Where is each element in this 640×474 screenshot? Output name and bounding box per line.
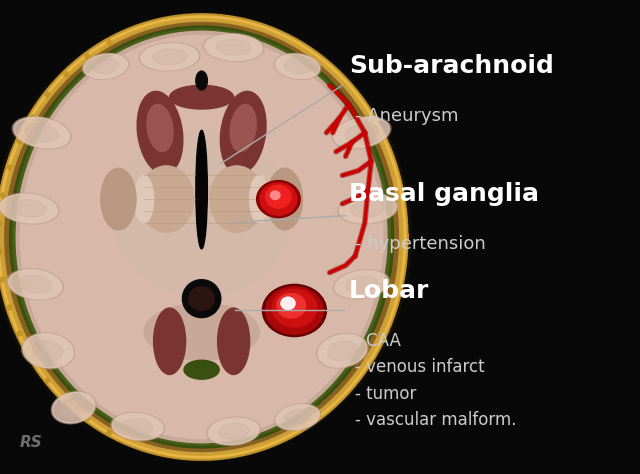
Text: Sub-arachnoid: Sub-arachnoid bbox=[349, 54, 554, 78]
Ellipse shape bbox=[147, 104, 173, 152]
Ellipse shape bbox=[277, 293, 306, 318]
Ellipse shape bbox=[339, 194, 397, 223]
Ellipse shape bbox=[134, 175, 154, 223]
Ellipse shape bbox=[25, 124, 58, 142]
Ellipse shape bbox=[276, 405, 319, 429]
Ellipse shape bbox=[189, 287, 214, 310]
Ellipse shape bbox=[276, 54, 319, 79]
Ellipse shape bbox=[10, 26, 394, 448]
Ellipse shape bbox=[23, 334, 73, 368]
Ellipse shape bbox=[272, 289, 317, 327]
Text: Lobar: Lobar bbox=[349, 279, 429, 303]
Text: - hypertension: - hypertension bbox=[355, 235, 486, 253]
Text: Basal ganglia: Basal ganglia bbox=[349, 182, 539, 206]
Ellipse shape bbox=[144, 303, 259, 360]
Ellipse shape bbox=[284, 59, 311, 73]
Ellipse shape bbox=[220, 91, 266, 174]
Ellipse shape bbox=[0, 13, 412, 461]
Ellipse shape bbox=[262, 284, 326, 337]
Ellipse shape bbox=[318, 334, 367, 367]
Ellipse shape bbox=[8, 270, 62, 299]
Text: RS: RS bbox=[19, 435, 42, 450]
Ellipse shape bbox=[184, 360, 219, 379]
Ellipse shape bbox=[257, 181, 300, 218]
Ellipse shape bbox=[218, 308, 250, 374]
Ellipse shape bbox=[346, 276, 378, 292]
Ellipse shape bbox=[52, 392, 95, 423]
Ellipse shape bbox=[170, 85, 234, 109]
Ellipse shape bbox=[92, 59, 119, 73]
Ellipse shape bbox=[351, 200, 385, 217]
Ellipse shape bbox=[122, 419, 153, 435]
Ellipse shape bbox=[17, 33, 385, 441]
Ellipse shape bbox=[112, 130, 291, 296]
Ellipse shape bbox=[345, 124, 378, 142]
Ellipse shape bbox=[152, 49, 187, 65]
Ellipse shape bbox=[141, 44, 198, 70]
Text: - Aneurysm: - Aneurysm bbox=[355, 107, 459, 125]
Ellipse shape bbox=[230, 104, 256, 152]
Ellipse shape bbox=[333, 118, 390, 148]
Ellipse shape bbox=[282, 298, 294, 309]
Ellipse shape bbox=[270, 191, 280, 200]
Ellipse shape bbox=[250, 175, 269, 223]
Ellipse shape bbox=[266, 185, 291, 208]
Ellipse shape bbox=[328, 341, 357, 361]
Ellipse shape bbox=[13, 29, 390, 445]
Ellipse shape bbox=[101, 168, 136, 230]
Ellipse shape bbox=[266, 287, 323, 334]
Ellipse shape bbox=[335, 271, 388, 298]
Ellipse shape bbox=[182, 280, 221, 318]
Ellipse shape bbox=[61, 399, 86, 417]
Ellipse shape bbox=[112, 413, 163, 440]
Ellipse shape bbox=[218, 423, 249, 439]
Ellipse shape bbox=[210, 166, 264, 232]
Ellipse shape bbox=[285, 410, 310, 425]
Ellipse shape bbox=[12, 200, 46, 217]
Ellipse shape bbox=[154, 308, 186, 374]
Ellipse shape bbox=[208, 418, 259, 445]
Ellipse shape bbox=[84, 54, 127, 79]
Ellipse shape bbox=[33, 340, 63, 361]
Ellipse shape bbox=[196, 130, 207, 249]
Ellipse shape bbox=[140, 166, 194, 232]
Ellipse shape bbox=[0, 17, 406, 457]
Ellipse shape bbox=[137, 91, 183, 174]
Ellipse shape bbox=[268, 168, 303, 230]
Ellipse shape bbox=[4, 23, 398, 451]
Ellipse shape bbox=[260, 183, 297, 215]
Ellipse shape bbox=[281, 297, 295, 310]
Ellipse shape bbox=[205, 34, 262, 61]
Ellipse shape bbox=[13, 118, 70, 148]
Ellipse shape bbox=[216, 39, 251, 55]
Ellipse shape bbox=[19, 275, 51, 293]
Ellipse shape bbox=[196, 71, 207, 90]
Text: - CAA
- venous infarct
- tumor
- vascular malform.: - CAA - venous infarct - tumor - vascula… bbox=[355, 332, 516, 429]
Ellipse shape bbox=[0, 194, 58, 223]
